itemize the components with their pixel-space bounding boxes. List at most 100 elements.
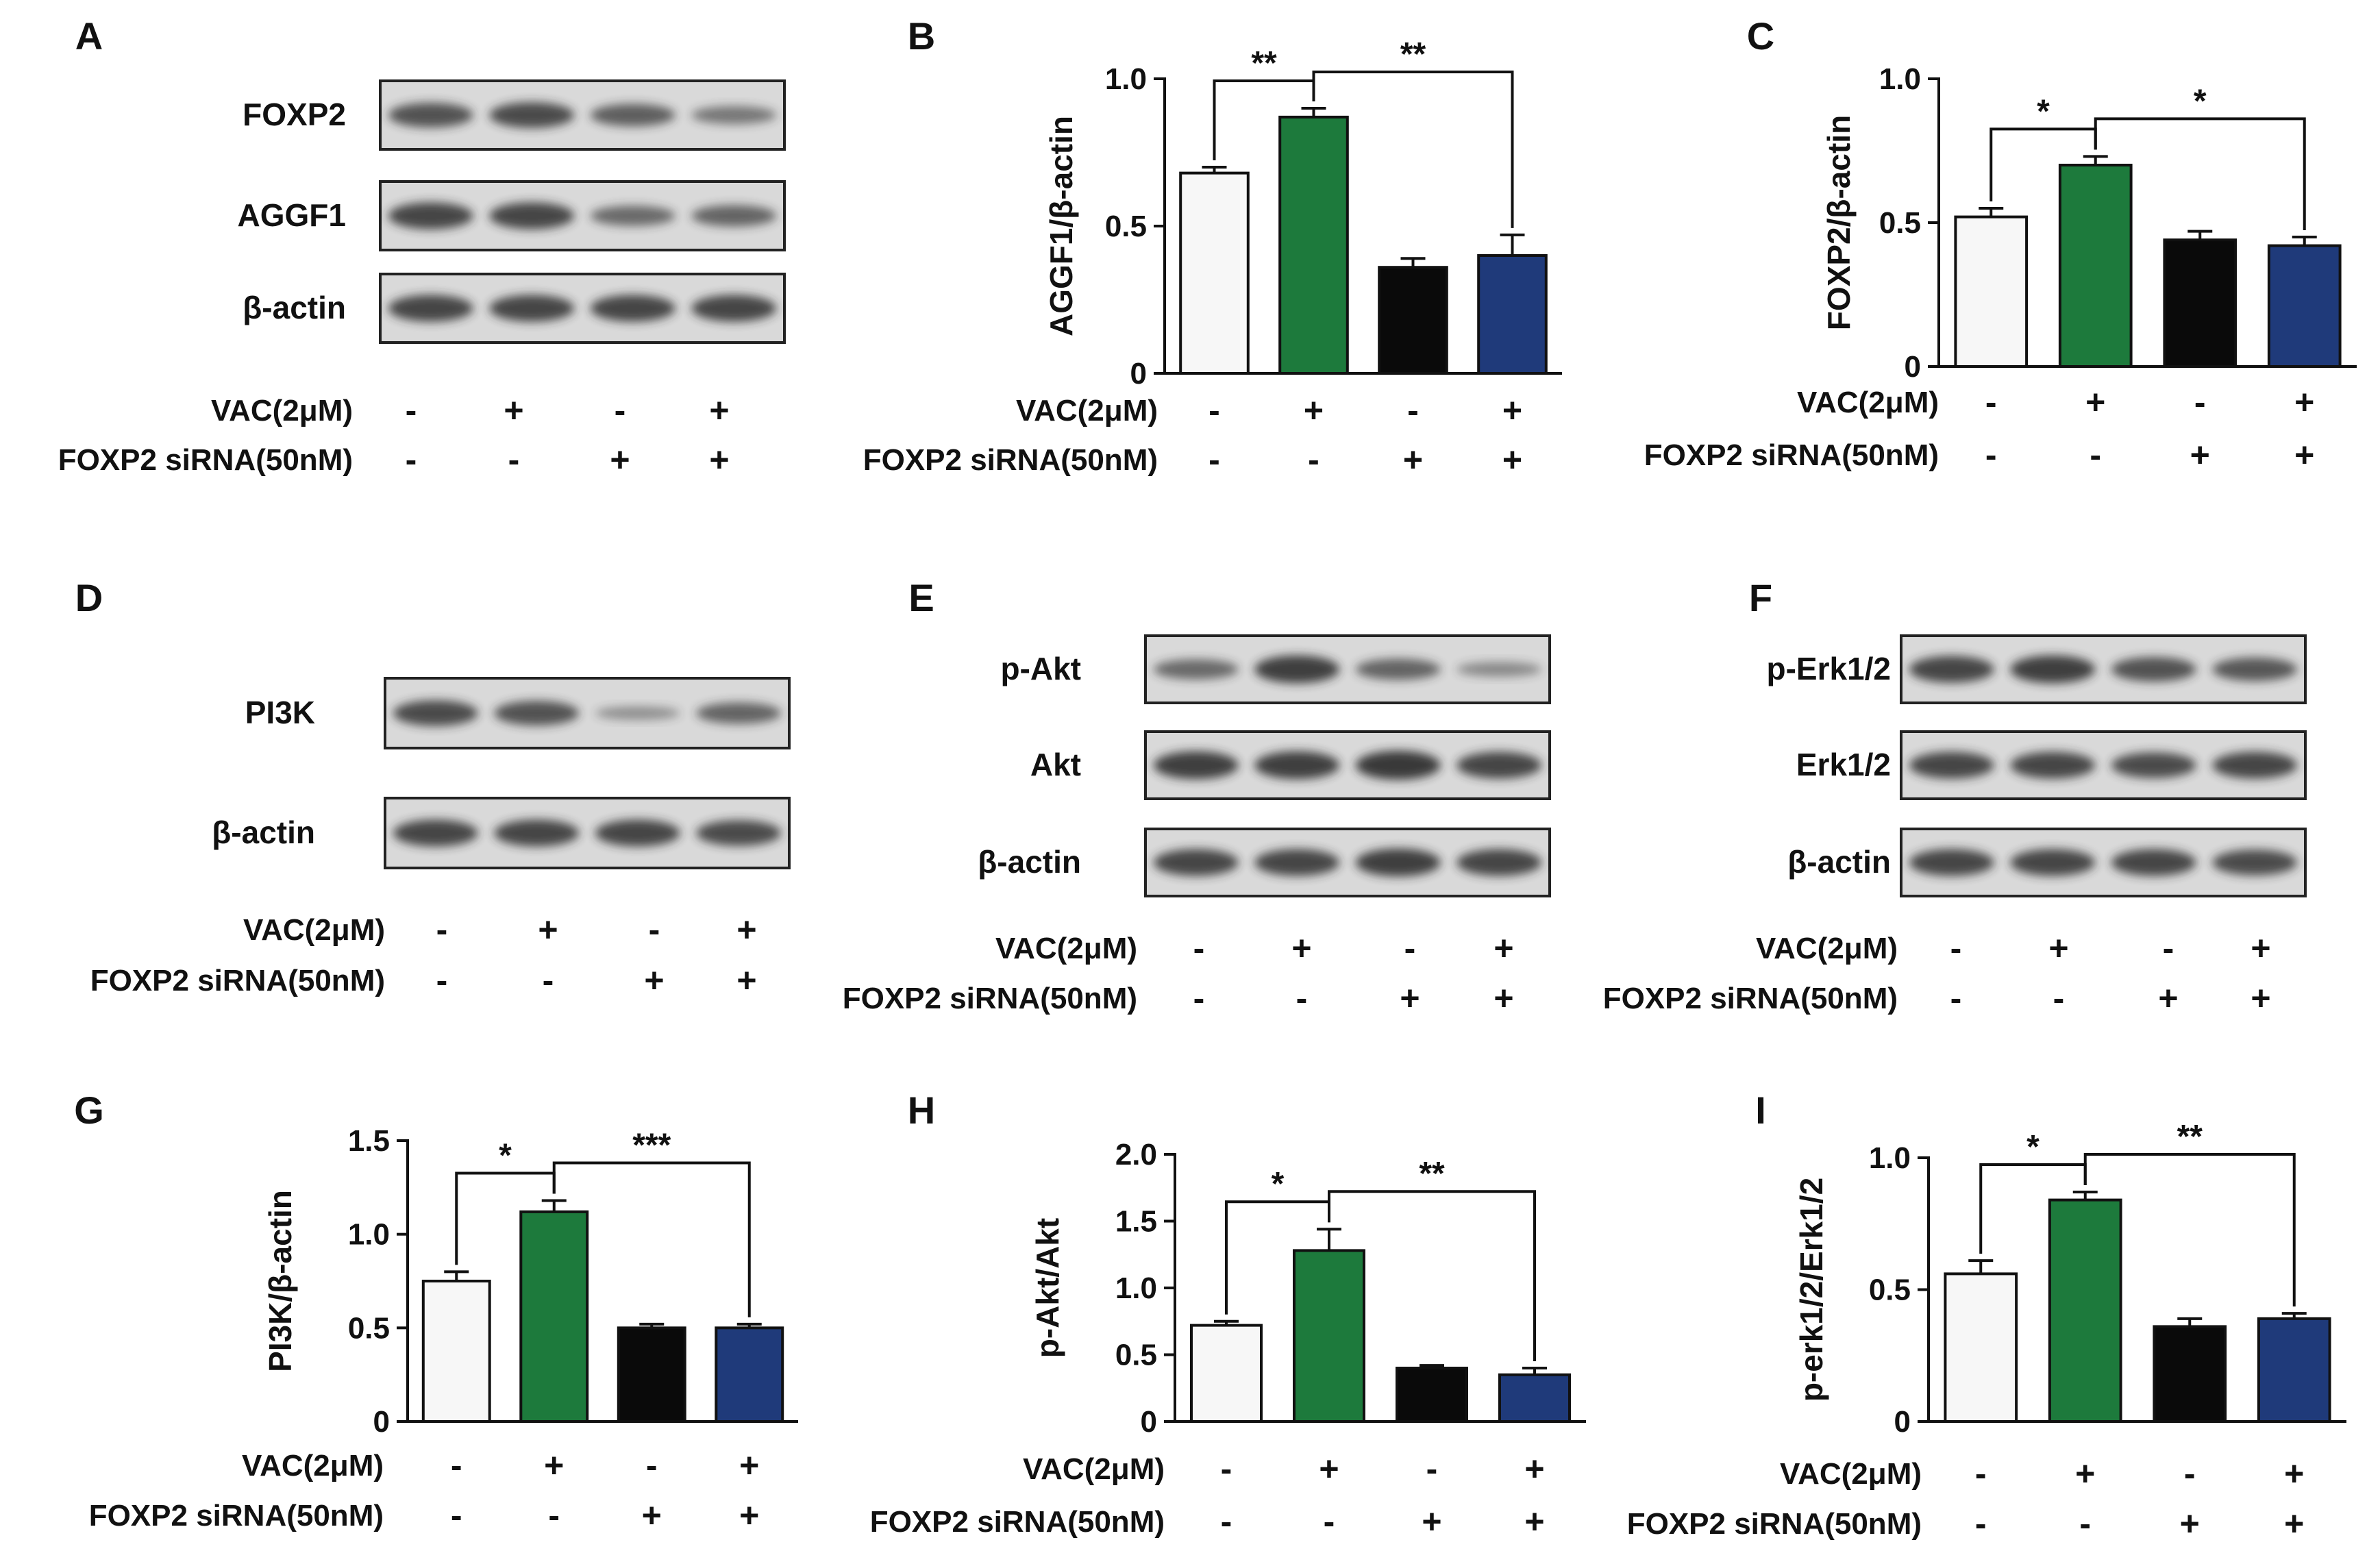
- y-tick-label-B-0: 0: [1130, 357, 1147, 390]
- bar-C-1: [2058, 164, 2133, 368]
- blot-band-A-0-0: [388, 103, 473, 127]
- sig-bracket-I-1: [2083, 1153, 2296, 1307]
- panel-letter-I: I: [1755, 1089, 1766, 1132]
- blot-label-D-1: β-actin: [212, 815, 315, 850]
- vac-row-label-C: VAC(2μM): [1797, 386, 1939, 419]
- sirna-sign-H-0: -: [1221, 1502, 1232, 1541]
- blot-label-D-0: PI3K: [245, 695, 315, 730]
- vac-sign-E-3: +: [1493, 929, 1513, 967]
- blot-band-A-1-3: [691, 205, 777, 227]
- vac-sign-H-2: -: [1426, 1450, 1438, 1488]
- sirna-sign-A-0: -: [406, 440, 417, 479]
- sirna-sign-I-0: -: [1975, 1504, 1987, 1543]
- blot-band-F-2-2: [2111, 849, 2196, 876]
- vac-sign-B-1: +: [1304, 391, 1324, 430]
- bar-H-1: [1293, 1249, 1365, 1424]
- vac-sign-G-2: -: [646, 1446, 658, 1485]
- y-tick-label-G-0: 0: [373, 1405, 390, 1439]
- blot-band-E-1-2: [1355, 750, 1441, 780]
- blot-band-F-0-3: [2212, 657, 2298, 682]
- blot-band-A-2-2: [590, 295, 675, 322]
- sirna-sign-B-1: -: [1308, 440, 1319, 479]
- sirna-sign-D-2: +: [644, 961, 664, 1000]
- blot-band-F-0-0: [1909, 656, 1994, 683]
- blot-label-A-1: AGGF1: [238, 197, 346, 233]
- sirna-sign-I-1: -: [2079, 1504, 2091, 1543]
- blot-label-E-1: Akt: [1030, 747, 1081, 782]
- sirna-sign-I-2: +: [2180, 1504, 2200, 1543]
- sirna-sign-F-3: +: [2251, 979, 2270, 1017]
- panel-letter-F: F: [1749, 576, 1772, 619]
- bar-H-0: [1190, 1324, 1263, 1423]
- blot-band-A-2-1: [489, 295, 575, 322]
- sirna-sign-E-1: -: [1296, 979, 1308, 1017]
- sig-bracket-G-1: [552, 1161, 751, 1317]
- sig-label-B-1: **: [1400, 36, 1426, 73]
- bar-G-2: [617, 1326, 686, 1424]
- sirna-row-label-H: FOXP2 siRNA(50nM): [870, 1505, 1165, 1539]
- sirna-sign-E-0: -: [1193, 979, 1205, 1017]
- vac-sign-A-3: +: [709, 391, 729, 430]
- vac-row-label-E: VAC(2μM): [995, 932, 1137, 965]
- sig-label-G-1: ***: [632, 1127, 671, 1163]
- vac-sign-C-1: +: [2085, 383, 2105, 421]
- blot-band-E-1-1: [1254, 751, 1340, 780]
- bar-I-1: [2048, 1198, 2122, 1423]
- y-tick-label-G-1: 0.5: [348, 1311, 390, 1345]
- vac-sign-A-2: -: [615, 391, 626, 430]
- blot-band-A-1-0: [388, 202, 473, 229]
- blot-band-A-2-3: [691, 295, 777, 322]
- sirna-sign-D-1: -: [543, 961, 554, 1000]
- sirna-sign-D-0: -: [436, 961, 448, 1000]
- vac-sign-I-2: -: [2184, 1454, 2196, 1493]
- panel-letter-H: H: [908, 1089, 935, 1132]
- y-tick-label-H-1: 0.5: [1115, 1339, 1157, 1372]
- blot-label-F-2: β-actin: [1787, 844, 1891, 880]
- sirna-sign-C-2: +: [2190, 436, 2210, 474]
- bar-C-2: [2163, 238, 2238, 369]
- bar-G-1: [519, 1210, 589, 1424]
- sirna-sign-B-2: +: [1403, 440, 1423, 479]
- bar-H-2: [1396, 1367, 1468, 1423]
- sig-label-G-0: *: [499, 1137, 512, 1174]
- sirna-row-label-D: FOXP2 siRNA(50nM): [90, 964, 385, 997]
- blot-band-E-0-3: [1456, 662, 1542, 677]
- blot-label-F-1: Erk1/2: [1796, 747, 1891, 782]
- y-axis-label-H: p-Akt/Akt: [1030, 1218, 1065, 1358]
- blot-band-E-2-0: [1153, 849, 1239, 876]
- vac-sign-C-2: -: [2194, 383, 2206, 421]
- y-tick-label-B-2: 1.0: [1105, 62, 1147, 96]
- vac-row-label-I: VAC(2μM): [1780, 1457, 1922, 1491]
- sirna-sign-A-2: +: [610, 440, 630, 479]
- y-tick-label-C-2: 1.0: [1879, 62, 1921, 96]
- vac-sign-C-3: +: [2294, 383, 2314, 421]
- panel-letter-D: D: [75, 576, 103, 619]
- bar-B-1: [1278, 115, 1349, 375]
- y-tick-label-H-0: 0: [1141, 1405, 1157, 1439]
- vac-sign-F-0: -: [1950, 929, 1962, 967]
- y-tick-label-H-2: 1.0: [1115, 1271, 1157, 1305]
- vac-sign-C-0: -: [1985, 383, 1997, 421]
- vac-sign-H-0: -: [1221, 1450, 1232, 1488]
- vac-sign-F-1: +: [2048, 929, 2068, 967]
- bar-B-2: [1378, 266, 1448, 375]
- sirna-sign-E-2: +: [1400, 979, 1420, 1017]
- sirna-sign-H-2: +: [1422, 1502, 1441, 1541]
- vac-sign-A-1: +: [504, 391, 523, 430]
- sirna-row-label-E: FOXP2 siRNA(50nM): [843, 982, 1137, 1015]
- y-tick-label-I-2: 1.0: [1869, 1141, 1911, 1175]
- sig-label-C-0: *: [2037, 93, 2050, 129]
- blot-band-E-2-3: [1456, 849, 1542, 876]
- blot-label-A-2: β-actin: [243, 290, 346, 325]
- sirna-row-label-A: FOXP2 siRNA(50nM): [58, 443, 353, 477]
- panel-letter-B: B: [908, 14, 935, 58]
- panel-letter-G: G: [74, 1089, 104, 1132]
- sirna-sign-D-3: +: [736, 961, 756, 1000]
- blot-band-F-0-2: [2111, 657, 2196, 682]
- blot-band-A-0-3: [691, 105, 777, 125]
- blot-band-D-1-0: [393, 819, 478, 847]
- blot-band-D-1-2: [595, 819, 680, 847]
- blot-band-F-2-0: [1909, 849, 1994, 876]
- y-tick-label-C-0: 0: [1905, 350, 1921, 384]
- panel-letter-A: A: [75, 14, 103, 58]
